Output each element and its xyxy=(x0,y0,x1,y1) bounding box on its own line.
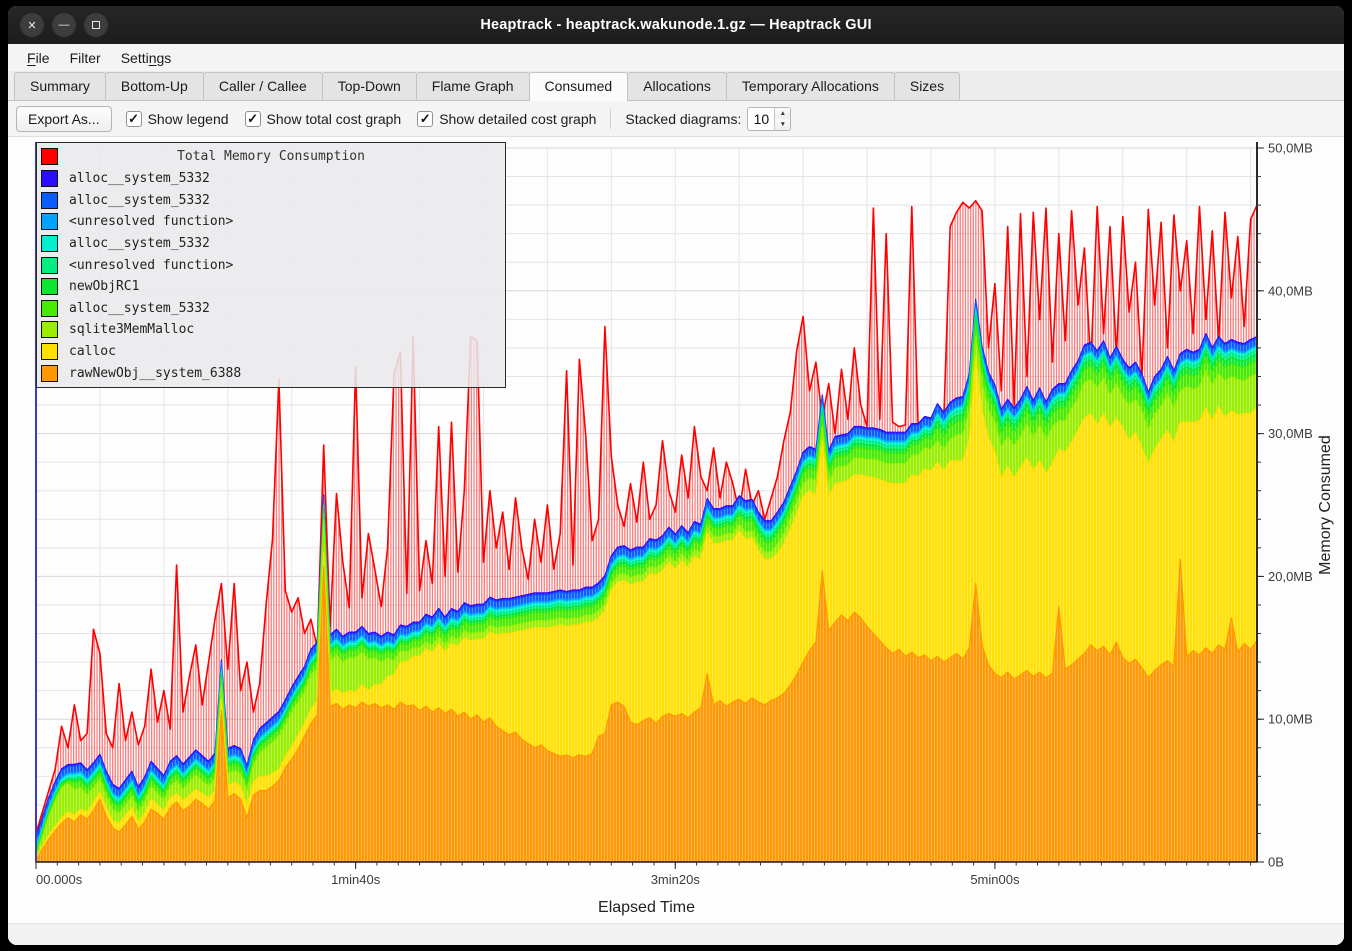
legend-item: alloc__system_5332 xyxy=(41,189,501,211)
checkbox-box[interactable]: ✓ xyxy=(125,110,142,127)
tab-caller-callee[interactable]: Caller / Callee xyxy=(202,72,323,100)
svg-text:40,0MB: 40,0MB xyxy=(1268,283,1313,298)
legend-label: sqlite3MemMalloc xyxy=(69,322,195,338)
spin-down-icon[interactable]: ▼ xyxy=(775,118,791,130)
checkbox-box[interactable]: ✓ xyxy=(417,110,434,127)
legend-swatch xyxy=(41,321,58,339)
menu-item-filter[interactable]: Filter xyxy=(69,49,101,66)
legend-swatch xyxy=(41,364,58,382)
svg-text:20,0MB: 20,0MB xyxy=(1268,569,1313,584)
checkbox-label: Show legend xyxy=(147,110,229,127)
legend-item: alloc__system_5332 xyxy=(41,168,501,190)
checkbox-show-legend[interactable]: ✓ Show legend xyxy=(125,110,229,127)
tab-flame-graph[interactable]: Flame Graph xyxy=(415,72,530,100)
legend-swatch xyxy=(41,169,58,187)
menu-item-file[interactable]: File xyxy=(27,49,50,66)
legend-swatch xyxy=(41,299,58,317)
legend-title-row: Total Memory Consumption xyxy=(41,146,501,168)
close-button[interactable]: ✕ xyxy=(20,13,44,37)
legend-swatch xyxy=(41,213,58,231)
maximize-button[interactable] xyxy=(84,13,108,37)
window-title: Heaptrack - heaptrack.wakunode.1.gz — He… xyxy=(480,17,872,33)
legend-label: <unresolved function> xyxy=(69,257,234,273)
checkbox-show-total-cost-graph[interactable]: ✓ Show total cost graph xyxy=(244,110,402,127)
title-bar: ✕ — Heaptrack - heaptrack.wakunode.1.gz … xyxy=(8,6,1344,44)
tab-bar: Summary Bottom-Up Caller / Callee Top-Down F… xyxy=(8,71,1344,101)
consumed-chart-area[interactable]: 00.000s 1min40s 3min20s 5min00s 0B 10,0MB 20,0… xyxy=(8,137,1344,945)
svg-text:Elapsed Time: Elapsed Time xyxy=(598,899,695,916)
legend-item: alloc__system_5332 xyxy=(41,233,501,255)
svg-text:Memory Consumed: Memory Consumed xyxy=(1317,435,1334,575)
svg-text:5min00s: 5min00s xyxy=(970,872,1020,887)
legend-label: <unresolved function> xyxy=(69,214,234,230)
menu-bar: File Filter Settings xyxy=(8,44,1344,71)
stacked-diagrams-value: 10 xyxy=(753,110,770,127)
stacked-diagrams-spinbox[interactable]: 10 ▲ ▼ xyxy=(747,106,792,131)
legend-label: alloc__system_5332 xyxy=(69,170,210,186)
checkbox-show-detailed-cost-graph[interactable]: ✓ Show detailed cost graph xyxy=(417,110,597,127)
legend-item: alloc__system_5332 xyxy=(41,297,501,319)
tab-sizes[interactable]: Sizes xyxy=(893,72,961,100)
svg-text:1min40s: 1min40s xyxy=(331,872,381,887)
tab-bottom-up[interactable]: Bottom-Up xyxy=(104,72,204,100)
svg-text:30,0MB: 30,0MB xyxy=(1268,426,1313,441)
export-as-button[interactable]: Export As... xyxy=(16,105,112,132)
svg-text:10,0MB: 10,0MB xyxy=(1268,712,1313,727)
legend-swatch xyxy=(41,234,58,252)
tab-summary[interactable]: Summary xyxy=(14,72,106,100)
spin-up-icon[interactable]: ▲ xyxy=(775,107,791,119)
maximize-icon xyxy=(92,21,100,29)
checkbox-box[interactable]: ✓ xyxy=(244,110,261,127)
legend-item: newObjRC1 xyxy=(41,276,501,298)
tab-temporary-allocations[interactable]: Temporary Allocations xyxy=(725,72,895,100)
legend-swatch xyxy=(41,256,58,274)
legend-label: calloc xyxy=(69,344,116,360)
legend-item: calloc xyxy=(41,341,501,363)
legend-swatch xyxy=(41,278,58,296)
svg-text:50,0MB: 50,0MB xyxy=(1268,141,1313,156)
checkbox-label: Show detailed cost graph xyxy=(439,110,597,127)
legend-swatch xyxy=(41,191,58,209)
legend-label: newObjRC1 xyxy=(69,279,140,295)
svg-text:00.000s: 00.000s xyxy=(36,872,83,887)
legend-swatch xyxy=(41,343,58,361)
checkbox-label: Show total cost graph xyxy=(266,110,402,127)
legend-item: <unresolved function> xyxy=(41,211,501,233)
memory-consumption-chart[interactable]: 00.000s 1min40s 3min20s 5min00s 0B 10,0MB 20,0… xyxy=(8,137,1344,945)
legend-label: alloc__system_5332 xyxy=(69,300,210,316)
legend-label: alloc__system_5332 xyxy=(69,235,210,251)
legend-item: <unresolved function> xyxy=(41,254,501,276)
tab-consumed[interactable]: Consumed xyxy=(528,72,629,101)
stacked-diagrams-label: Stacked diagrams: xyxy=(625,110,742,127)
legend-item: sqlite3MemMalloc xyxy=(41,319,501,341)
menu-item-settings[interactable]: Settings xyxy=(120,49,172,66)
legend-title: Total Memory Consumption xyxy=(177,149,365,165)
legend-label: rawNewObj__system_6388 xyxy=(69,365,242,381)
legend-swatch-total xyxy=(41,148,58,166)
tab-top-down[interactable]: Top-Down xyxy=(321,72,417,100)
app-window: ✕ — Heaptrack - heaptrack.wakunode.1.gz … xyxy=(8,6,1344,945)
toolbar-separator xyxy=(610,108,612,129)
status-strip xyxy=(8,923,1344,945)
svg-text:3min20s: 3min20s xyxy=(651,872,701,887)
legend-label: alloc__system_5332 xyxy=(69,192,210,208)
legend-item: rawNewObj__system_6388 xyxy=(41,362,501,384)
chart-legend: Total Memory Consumption alloc__system_5… xyxy=(36,142,506,388)
toolbar: Export As... ✓ Show legend ✓ Show total cos… xyxy=(8,101,1344,137)
svg-text:0B: 0B xyxy=(1268,855,1284,870)
tab-allocations[interactable]: Allocations xyxy=(627,72,727,100)
minimize-button[interactable]: — xyxy=(52,13,76,37)
